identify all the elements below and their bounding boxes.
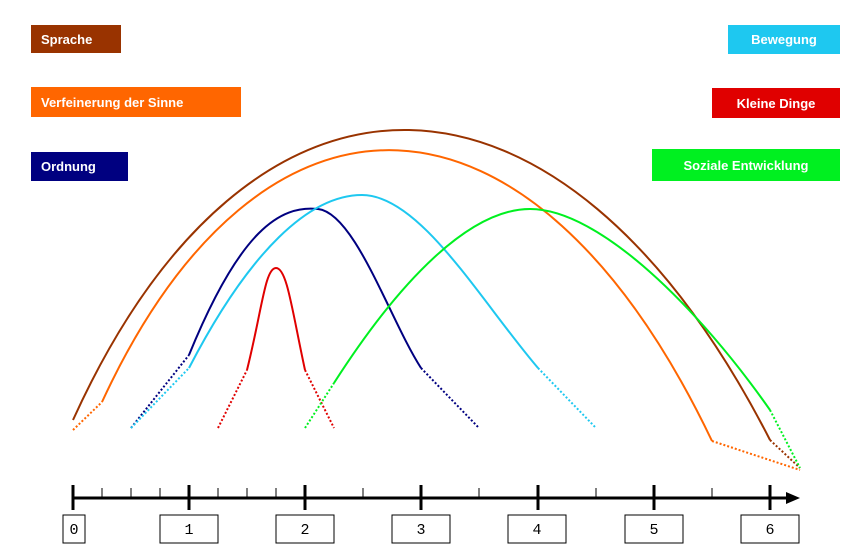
axis: [71, 485, 800, 510]
legend-ordnung: Ordnung: [31, 152, 128, 181]
axis-label: 5: [649, 522, 658, 539]
axis-label: 0: [69, 522, 78, 539]
label-boxes: [62, 514, 800, 544]
axis-label: 2: [300, 522, 309, 539]
legend-verfeinerung: Verfeinerung der Sinne: [31, 87, 241, 117]
axis-label: 1: [184, 522, 193, 539]
legend-sprache: Sprache: [31, 25, 121, 53]
curves: [72, 129, 801, 471]
legend-soziale: Soziale Entwicklung: [652, 149, 840, 181]
axis-label: 6: [765, 522, 774, 539]
legend-bewegung: Bewegung: [728, 25, 840, 54]
legend-kleine-dinge: Kleine Dinge: [712, 88, 840, 118]
axis-label: 4: [532, 522, 541, 539]
axis-label: 3: [416, 522, 425, 539]
